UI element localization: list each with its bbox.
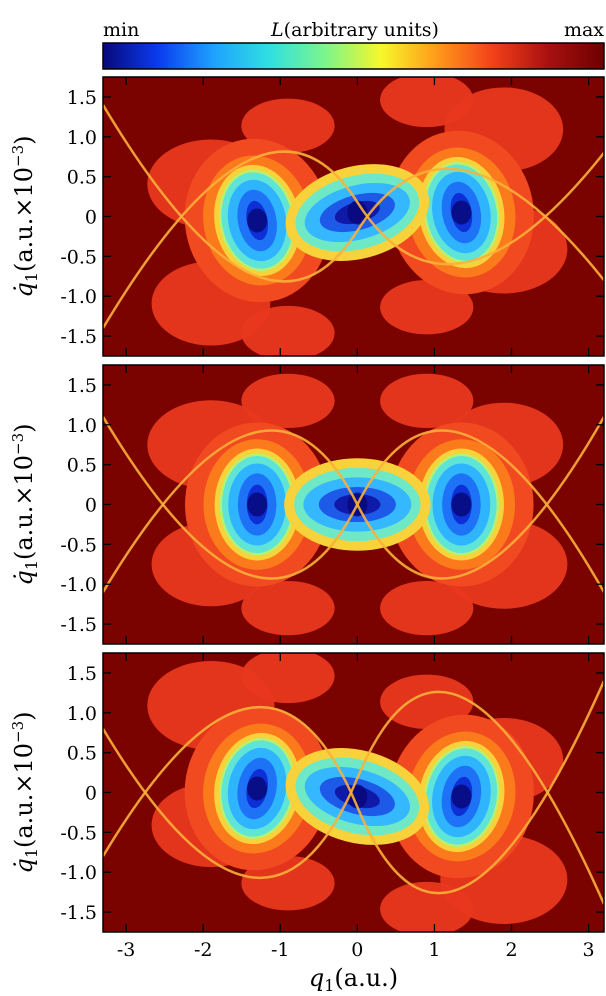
x-tick-label: 2 <box>505 939 517 961</box>
outer-lobe <box>241 98 335 153</box>
separatrix-curve <box>103 680 604 895</box>
outer-lobe <box>241 856 335 911</box>
colorbar-max-label: max <box>564 19 604 41</box>
y-axis-label: q̇1(a.u.×10−3) <box>9 423 41 585</box>
y-tick-label: 1.5 <box>67 87 97 109</box>
y-axis-label: q̇1(a.u.×10−3) <box>9 135 41 297</box>
heatmap-top <box>103 77 604 356</box>
y-tick-label: -1.5 <box>60 614 97 636</box>
y-tick-label: -1.5 <box>60 326 97 348</box>
minimum-core <box>451 200 472 225</box>
outer-lobe <box>380 881 474 932</box>
y-tick-label: 1.5 <box>67 375 97 397</box>
y-tick-label: -0.5 <box>60 822 97 844</box>
minimum-core <box>451 492 472 517</box>
x-tick-label: -2 <box>194 939 213 961</box>
y-tick-label: 0 <box>85 783 97 805</box>
colorbar-min-label: min <box>103 19 139 41</box>
panel-bottom: -1.5 -1.0 -0.5 0 0.5 1.0 1.5 -3 -2 -1 0 1 2 3 q̇1(a.u.… <box>9 652 605 995</box>
panel-top: -1.5 -1.0 -0.5 0 0.5 1.0 1.5 q̇1(a.u.×10−3) <box>9 76 605 357</box>
y-tick-label: -1.5 <box>60 902 97 924</box>
colorbar-title: L(arbitrary units) <box>270 19 439 41</box>
y-tick-label: 1.0 <box>67 415 97 437</box>
separatrix-curve <box>103 150 604 329</box>
y-tick-label: -1.0 <box>60 574 97 596</box>
y-tick-label: 0.5 <box>67 167 97 189</box>
minimum-core <box>451 784 472 809</box>
outer-lobe <box>241 653 335 704</box>
x-tick-label: 1 <box>428 939 440 961</box>
outer-lobe <box>380 373 474 429</box>
heatmap-bottom <box>103 653 604 932</box>
y-tick-label: 0 <box>85 207 97 229</box>
outer-lobe <box>241 580 335 636</box>
y-tick-label: -0.5 <box>60 534 97 556</box>
outer-lobe <box>241 305 335 356</box>
outer-lobe <box>380 674 474 729</box>
y-tick-label: 0 <box>85 495 97 517</box>
separatrix-curve <box>103 690 604 905</box>
outer-lobe <box>241 373 335 429</box>
y-tick-label: -0.5 <box>60 246 97 268</box>
colorbar: min L(arbitrary units) max <box>102 19 605 70</box>
panels: -1.5-1.0-0.500.51.01.5q̇1(a.u.×10−3)-1.5… <box>9 76 605 995</box>
y-axis-label: q̇1(a.u.×10−3) <box>9 711 41 873</box>
minimum-core <box>247 208 268 233</box>
x-axis-label: q1(a.u.) <box>309 964 398 995</box>
heatmap-middle <box>103 373 604 636</box>
x-tick-label: 3 <box>583 939 595 961</box>
outer-lobe <box>380 280 474 335</box>
colorbar-title-var: L <box>270 19 284 41</box>
panel-middle: -1.5 -1.0 -0.5 0 0.5 1.0 1.5 q̇1(a.u.×10−3) <box>9 364 605 645</box>
colorbar-title-units: (arbitrary units) <box>284 19 439 41</box>
x-tick-label: 0 <box>351 939 363 961</box>
minimum-core <box>347 200 368 225</box>
x-tick-label: -1 <box>271 939 290 961</box>
y-tick-label: 1.5 <box>67 663 97 685</box>
x-tick-label: -3 <box>117 939 136 961</box>
y-tick-label: -1.0 <box>60 286 97 308</box>
y-tick-label: 0.5 <box>67 743 97 765</box>
outer-lobe <box>380 77 474 128</box>
y-tick-label: 0.5 <box>67 455 97 477</box>
y-tick-label: 1.0 <box>67 127 97 149</box>
y-tick-label: -1.0 <box>60 862 97 884</box>
colorbar-bar <box>102 42 605 70</box>
y-tick-label: 1.0 <box>67 703 97 725</box>
minimum-core <box>247 776 268 801</box>
separatrix-curve <box>103 416 604 593</box>
separatrix-curve <box>103 104 604 283</box>
outer-lobe <box>380 580 474 636</box>
minimum-core <box>247 492 268 517</box>
